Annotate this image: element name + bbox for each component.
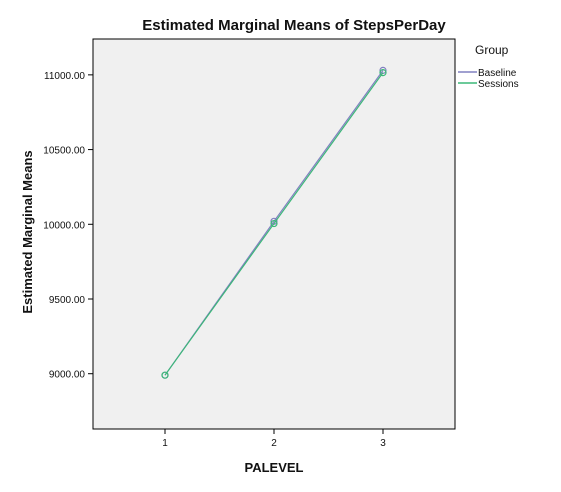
legend-title: Group [475, 43, 509, 57]
chart-title: Estimated Marginal Means of StepsPerDay [142, 17, 446, 34]
y-tick-label: 9500.00 [49, 295, 86, 306]
y-tick-label: 11000.00 [44, 71, 85, 82]
plot-area [92, 38, 456, 430]
y-tick-label: 10000.00 [43, 220, 85, 231]
y-tick-label: 9000.00 [49, 370, 86, 381]
series-group [161, 66, 387, 379]
data-point-sessions [270, 219, 278, 228]
y-axis-label: Estimated Marginal Means [20, 150, 35, 313]
y-axis: 9000.00 9500.00 10000.00 10500.00 11000.00 [43, 71, 93, 381]
data-point-sessions [161, 371, 169, 379]
x-tick-label: 1 [162, 438, 168, 449]
x-tick-label: 3 [380, 438, 386, 449]
x-axis-label: PALEVEL [245, 460, 304, 475]
y-tick-label: 10500.00 [43, 146, 85, 157]
series-line-sessions [164, 72, 384, 376]
legend-label-baseline: Baseline [478, 68, 517, 79]
x-axis: 1 2 3 [162, 429, 386, 449]
data-point-sessions [379, 69, 387, 77]
legend-label-sessions: Sessions [478, 79, 519, 90]
x-tick-label: 2 [271, 438, 277, 449]
